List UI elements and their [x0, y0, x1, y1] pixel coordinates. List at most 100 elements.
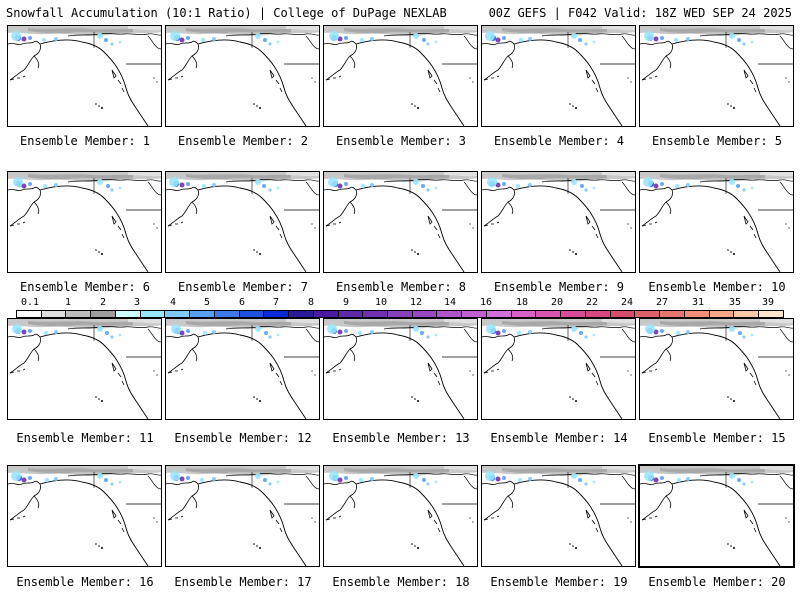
map-basemap	[640, 466, 793, 566]
map-basemap	[8, 26, 161, 126]
snowfall-area	[276, 40, 280, 44]
ensemble-member-map[interactable]	[165, 465, 320, 567]
snowfall-area	[106, 184, 110, 188]
snowfall-area	[97, 326, 103, 332]
snowfall-area	[212, 330, 216, 334]
snowfall-area	[186, 329, 190, 333]
snowfall-area	[426, 482, 430, 486]
ensemble-member-label: Ensemble Member: 10	[648, 280, 786, 294]
colorbar-cell	[115, 311, 141, 317]
snowfall-area	[571, 179, 577, 185]
ensemble-member-map[interactable]	[7, 318, 162, 420]
ensemble-member-map[interactable]	[481, 171, 636, 273]
map-basemap	[324, 172, 477, 272]
snowfall-area	[502, 36, 506, 40]
snowfall-area	[579, 331, 583, 335]
ensemble-member-label: Ensemble Member: 16	[16, 575, 154, 589]
snowfall-area	[358, 477, 364, 483]
snowfall-area	[21, 477, 27, 483]
snowfall-area	[729, 179, 735, 185]
snowfall-area	[337, 183, 343, 189]
ensemble-member-map[interactable]	[481, 25, 636, 127]
colorbar-cell	[41, 311, 67, 317]
snowfall-area	[264, 331, 268, 335]
snowfall-area	[43, 330, 49, 336]
map-basemap	[482, 172, 635, 272]
snowfall-area	[742, 188, 746, 192]
snowfall-area	[13, 177, 23, 187]
ensemble-member-map[interactable]	[639, 318, 794, 420]
ensemble-member-map[interactable]	[323, 318, 478, 420]
snowfall-area	[686, 183, 690, 187]
snowfall-area	[110, 42, 114, 46]
colorbar-cell	[388, 311, 413, 317]
snowfall-area	[653, 329, 659, 335]
ensemble-member-label: Ensemble Member: 12	[174, 431, 312, 445]
snowfall-area	[422, 478, 426, 482]
snowfall-area	[485, 471, 495, 481]
snowfall-area	[97, 179, 103, 185]
ensemble-member-map[interactable]	[323, 465, 478, 567]
ensemble-member-map[interactable]	[639, 25, 794, 127]
snowfall-area	[42, 183, 48, 189]
colorbar-tick-label: 4	[169, 297, 177, 308]
snowfall-area	[110, 482, 114, 486]
ensemble-member-map[interactable]	[481, 465, 636, 567]
colorbar-cell	[313, 311, 339, 317]
ensemble-member-label: Ensemble Member: 2	[177, 134, 309, 148]
ensemble-member-map[interactable]	[165, 318, 320, 420]
snowfall-area	[344, 329, 348, 333]
ensemble-member-label: Ensemble Member: 6	[19, 280, 151, 294]
snowfall-area	[11, 31, 21, 41]
snowfall-area	[179, 476, 185, 482]
snowfall-area	[170, 471, 180, 481]
map-basemap	[324, 466, 477, 566]
snowfall-area	[660, 329, 664, 333]
map-basemap	[640, 172, 793, 272]
ensemble-member-map[interactable]	[7, 171, 162, 273]
snowfall-area	[737, 478, 741, 482]
snowfall-area	[515, 183, 521, 189]
ensemble-member-map[interactable]	[323, 25, 478, 127]
map-basemap	[166, 172, 319, 272]
snowfall-area	[736, 184, 740, 188]
colorbar-tick-label: 18	[515, 297, 529, 308]
snowfall-area	[337, 477, 343, 483]
snowfall-area	[54, 477, 58, 481]
snowfall-area	[118, 40, 122, 44]
ensemble-member-map[interactable]	[165, 25, 320, 127]
colorbar-tick-label: 35	[728, 297, 742, 308]
colorbar-labels: 0.1 1 2 3 4 5 6 7 8 9 10 12 14 16 18 20 22 24 27 31 35 39	[16, 297, 784, 309]
snowfall-area	[686, 477, 690, 481]
ensemble-member-map[interactable]	[7, 465, 162, 567]
snowfall-area	[54, 330, 58, 334]
snowfall-area	[263, 38, 267, 42]
snowfall-area	[644, 471, 654, 481]
ensemble-member-map[interactable]	[7, 25, 162, 127]
snowfall-area	[357, 330, 363, 336]
colorbar-cell	[536, 311, 562, 317]
snowfall-area	[729, 473, 735, 479]
snowfall-area	[118, 186, 122, 190]
map-basemap	[482, 319, 635, 419]
snowfall-area	[28, 476, 32, 480]
ensemble-member-map[interactable]	[481, 318, 636, 420]
ensemble-member-map[interactable]	[323, 171, 478, 273]
colorbar-cell	[289, 311, 314, 317]
snowfall-area	[200, 37, 206, 43]
ensemble-member-map[interactable]	[165, 171, 320, 273]
snowfall-area	[528, 183, 532, 187]
snowfall-area	[420, 331, 424, 335]
snowfall-area	[268, 335, 272, 339]
ensemble-member-label: Ensemble Member: 3	[335, 134, 467, 148]
ensemble-member-map[interactable]	[638, 464, 795, 568]
snowfall-area	[578, 38, 582, 42]
snowfall-area	[54, 183, 58, 187]
snowfall-area	[486, 324, 496, 334]
map-basemap	[166, 466, 319, 566]
colorbar-cell	[412, 311, 438, 317]
snowfall-area	[675, 330, 681, 336]
ensemble-member-map[interactable]	[639, 171, 794, 273]
map-basemap	[324, 26, 477, 126]
ensemble-member-label: Ensemble Member: 1	[19, 134, 151, 148]
